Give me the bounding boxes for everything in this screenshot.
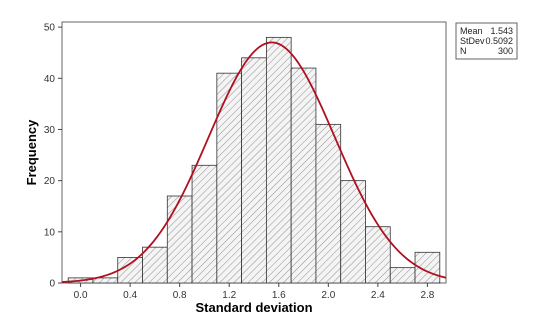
- legend-label: Mean: [460, 26, 483, 36]
- legend-value: 1.543: [490, 26, 513, 36]
- y-tick-label: 40: [44, 74, 56, 85]
- y-tick-label: 20: [44, 176, 56, 187]
- x-tick-label: 1.2: [222, 290, 236, 301]
- legend-label: StDev: [460, 36, 485, 46]
- histogram-bar: [191, 164, 218, 284]
- y-axis: 0 10 20 30 40 50: [44, 23, 62, 290]
- x-tick-label: 0.0: [74, 290, 88, 301]
- legend-value: 300: [498, 46, 513, 56]
- x-axis-title: Standard deviation: [195, 300, 312, 315]
- histogram-bar: [290, 67, 317, 284]
- histogram-bar: [142, 246, 168, 284]
- x-axis: 0.0 0.4 0.8 1.2 1.6 2.0 2.4 2.8: [74, 283, 435, 301]
- histogram-bar: [241, 57, 267, 284]
- histogram-bar: [117, 257, 143, 284]
- y-tick-label: 50: [44, 23, 56, 34]
- histogram-bar: [265, 36, 292, 284]
- histogram-bar: [216, 72, 243, 284]
- y-tick-label: 10: [44, 227, 56, 238]
- y-axis-title: Frequency: [24, 119, 39, 186]
- histogram-bar: [389, 267, 416, 284]
- histogram-bar: [365, 226, 391, 284]
- histogram-bar: [340, 180, 366, 284]
- y-tick-label: 0: [49, 279, 55, 290]
- normal-fit-curve: [61, 41, 447, 283]
- legend-label: N: [460, 46, 467, 56]
- y-tick-label: 30: [44, 125, 56, 136]
- legend-value: 0.5092: [485, 36, 513, 46]
- histogram-bar: [166, 195, 193, 284]
- x-tick-label: 0.8: [173, 290, 187, 301]
- x-tick-label: 1.6: [272, 290, 286, 301]
- x-tick-label: 2.0: [321, 290, 335, 301]
- x-tick-label: 2.8: [420, 290, 434, 301]
- legend-box: [455, 22, 518, 60]
- fit-legend: Mean 1.543 StDev 0.5092 N 300: [455, 22, 518, 60]
- x-tick-label: 0.4: [123, 290, 137, 301]
- x-tick-label: 2.4: [371, 290, 385, 301]
- histogram-bar: [315, 123, 342, 284]
